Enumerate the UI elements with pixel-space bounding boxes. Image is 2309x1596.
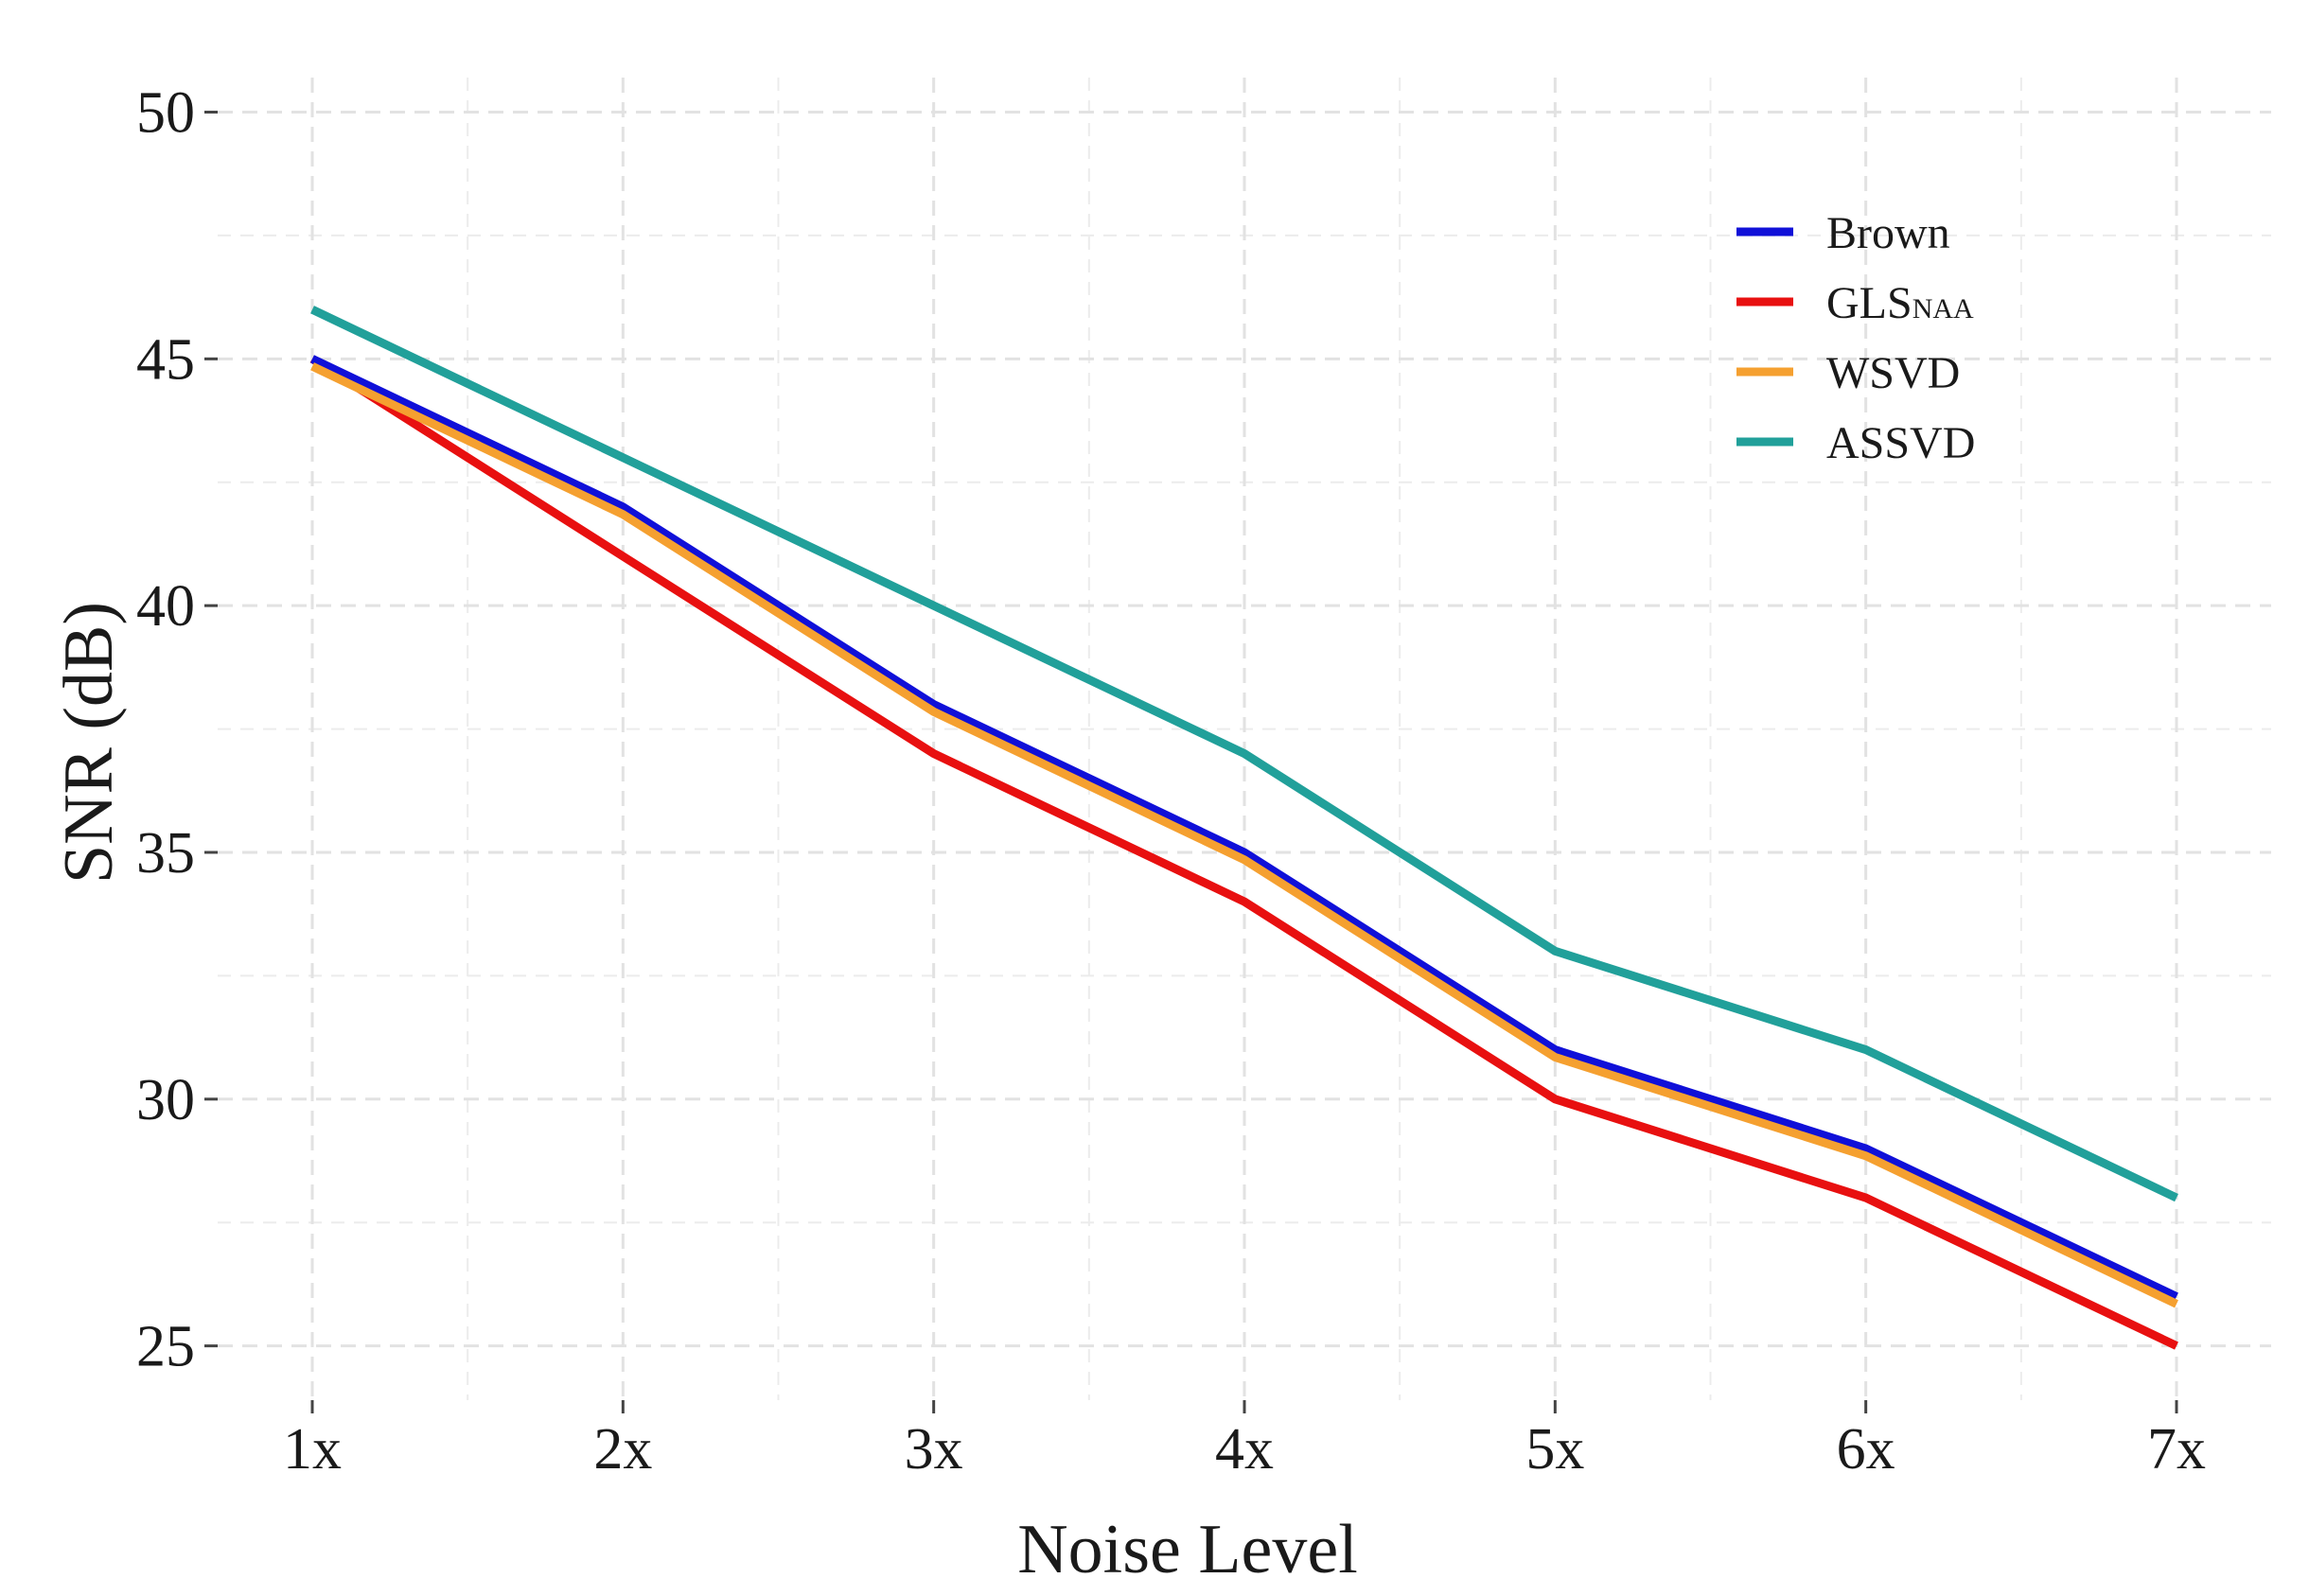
series-line-gls <box>309 355 2178 1350</box>
y-axis: 25 30 35 40 45 50 <box>136 81 218 1379</box>
y-tick-label: 50 <box>136 81 195 146</box>
legend: Brown GLSNAA WSVD ASSVD <box>1736 208 1975 468</box>
x-tick-label: 4x <box>1215 1417 1274 1482</box>
legend-item-gls: GLSNAA <box>1736 278 1974 328</box>
x-tick-label: 2x <box>593 1417 652 1482</box>
legend-label: ASSVD <box>1826 418 1975 468</box>
series-line-brown <box>310 355 2178 1301</box>
legend-label: Brown <box>1826 208 1950 258</box>
series-line-wsvd <box>310 362 2178 1308</box>
x-tick-label: 6x <box>1837 1417 1895 1482</box>
x-tick-label: 1x <box>283 1417 342 1482</box>
x-tick-label: 7x <box>2147 1417 2206 1482</box>
legend-label: GLSNAA <box>1826 278 1974 328</box>
y-tick-label: 35 <box>136 821 195 886</box>
y-tick-label: 30 <box>136 1068 195 1132</box>
x-tick-label: 5x <box>1525 1417 1584 1482</box>
y-axis-title: SNR (dB) <box>50 602 128 884</box>
grid-layer <box>218 78 2271 1400</box>
legend-label-subscript: NAA <box>1912 293 1974 324</box>
y-tick-label: 25 <box>136 1315 195 1379</box>
x-axis-title: Noise Level <box>1017 1511 1358 1588</box>
x-axis: 1x 2x 3x 4x 5x 6x 7x <box>283 1400 2206 1482</box>
series-line-assvd <box>310 306 2178 1202</box>
legend-item-assvd: ASSVD <box>1736 418 1975 468</box>
y-tick-label: 45 <box>136 327 195 392</box>
series-layer <box>309 306 2178 1350</box>
legend-item-wsvd: WSVD <box>1736 348 1960 398</box>
y-tick-label: 40 <box>136 574 195 639</box>
legend-item-brown: Brown <box>1736 208 1950 258</box>
x-tick-label: 3x <box>905 1417 963 1482</box>
legend-label: WSVD <box>1826 348 1960 398</box>
